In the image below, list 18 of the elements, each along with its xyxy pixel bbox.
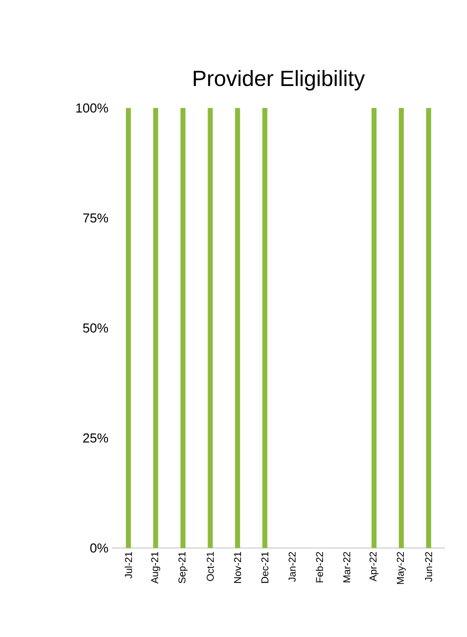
x-tick-label: Sep-21 — [178, 552, 188, 584]
x-tick-label: Mar-22 — [343, 552, 350, 582]
x-tick-label: Feb-22 — [316, 552, 324, 582]
y-tick-label: 100% — [76, 103, 108, 113]
x-tick-label: Aug-21 — [151, 552, 160, 584]
y-tick-label: 25% — [83, 433, 108, 443]
chart-title: Provider Eligibility — [194, 70, 365, 90]
x-tick-label: May-22 — [396, 552, 406, 584]
x-tick-label: Jan-22 — [288, 552, 296, 582]
y-tick-label: 50% — [83, 323, 108, 333]
x-tick-label: Apr-22 — [370, 552, 379, 582]
x-tick-label: Nov-21 — [234, 552, 242, 583]
y-tick-label: 75% — [83, 213, 108, 223]
x-tick-label: Dec-21 — [261, 552, 268, 583]
y-tick-label: 0% — [90, 543, 108, 553]
x-tick-label: Oct-21 — [206, 552, 214, 581]
x-tick-label: Jun-22 — [425, 552, 432, 582]
x-tick-label: Jul-21 — [124, 552, 132, 578]
